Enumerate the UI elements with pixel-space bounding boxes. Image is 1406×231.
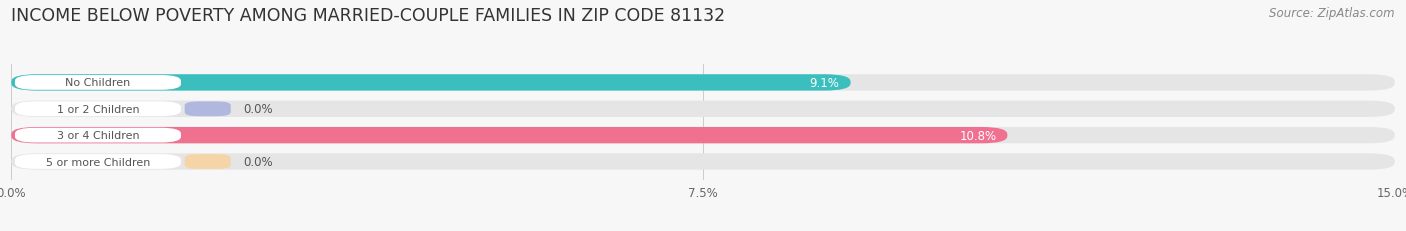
FancyBboxPatch shape xyxy=(15,128,181,143)
Text: INCOME BELOW POVERTY AMONG MARRIED-COUPLE FAMILIES IN ZIP CODE 81132: INCOME BELOW POVERTY AMONG MARRIED-COUPL… xyxy=(11,7,725,25)
FancyBboxPatch shape xyxy=(15,76,181,90)
Text: 0.0%: 0.0% xyxy=(243,103,273,116)
FancyBboxPatch shape xyxy=(11,154,1395,170)
FancyBboxPatch shape xyxy=(11,75,1395,91)
Text: 3 or 4 Children: 3 or 4 Children xyxy=(56,131,139,140)
Text: 10.8%: 10.8% xyxy=(959,129,997,142)
FancyBboxPatch shape xyxy=(11,101,1395,117)
Text: No Children: No Children xyxy=(65,78,131,88)
Text: 0.0%: 0.0% xyxy=(243,155,273,168)
FancyBboxPatch shape xyxy=(184,102,231,117)
FancyBboxPatch shape xyxy=(11,128,1395,144)
FancyBboxPatch shape xyxy=(11,128,1007,144)
Text: 1 or 2 Children: 1 or 2 Children xyxy=(56,104,139,114)
Text: Source: ZipAtlas.com: Source: ZipAtlas.com xyxy=(1270,7,1395,20)
FancyBboxPatch shape xyxy=(15,155,181,169)
FancyBboxPatch shape xyxy=(15,102,181,117)
Text: 9.1%: 9.1% xyxy=(810,77,839,90)
FancyBboxPatch shape xyxy=(11,75,851,91)
FancyBboxPatch shape xyxy=(184,155,231,169)
Text: 5 or more Children: 5 or more Children xyxy=(46,157,150,167)
